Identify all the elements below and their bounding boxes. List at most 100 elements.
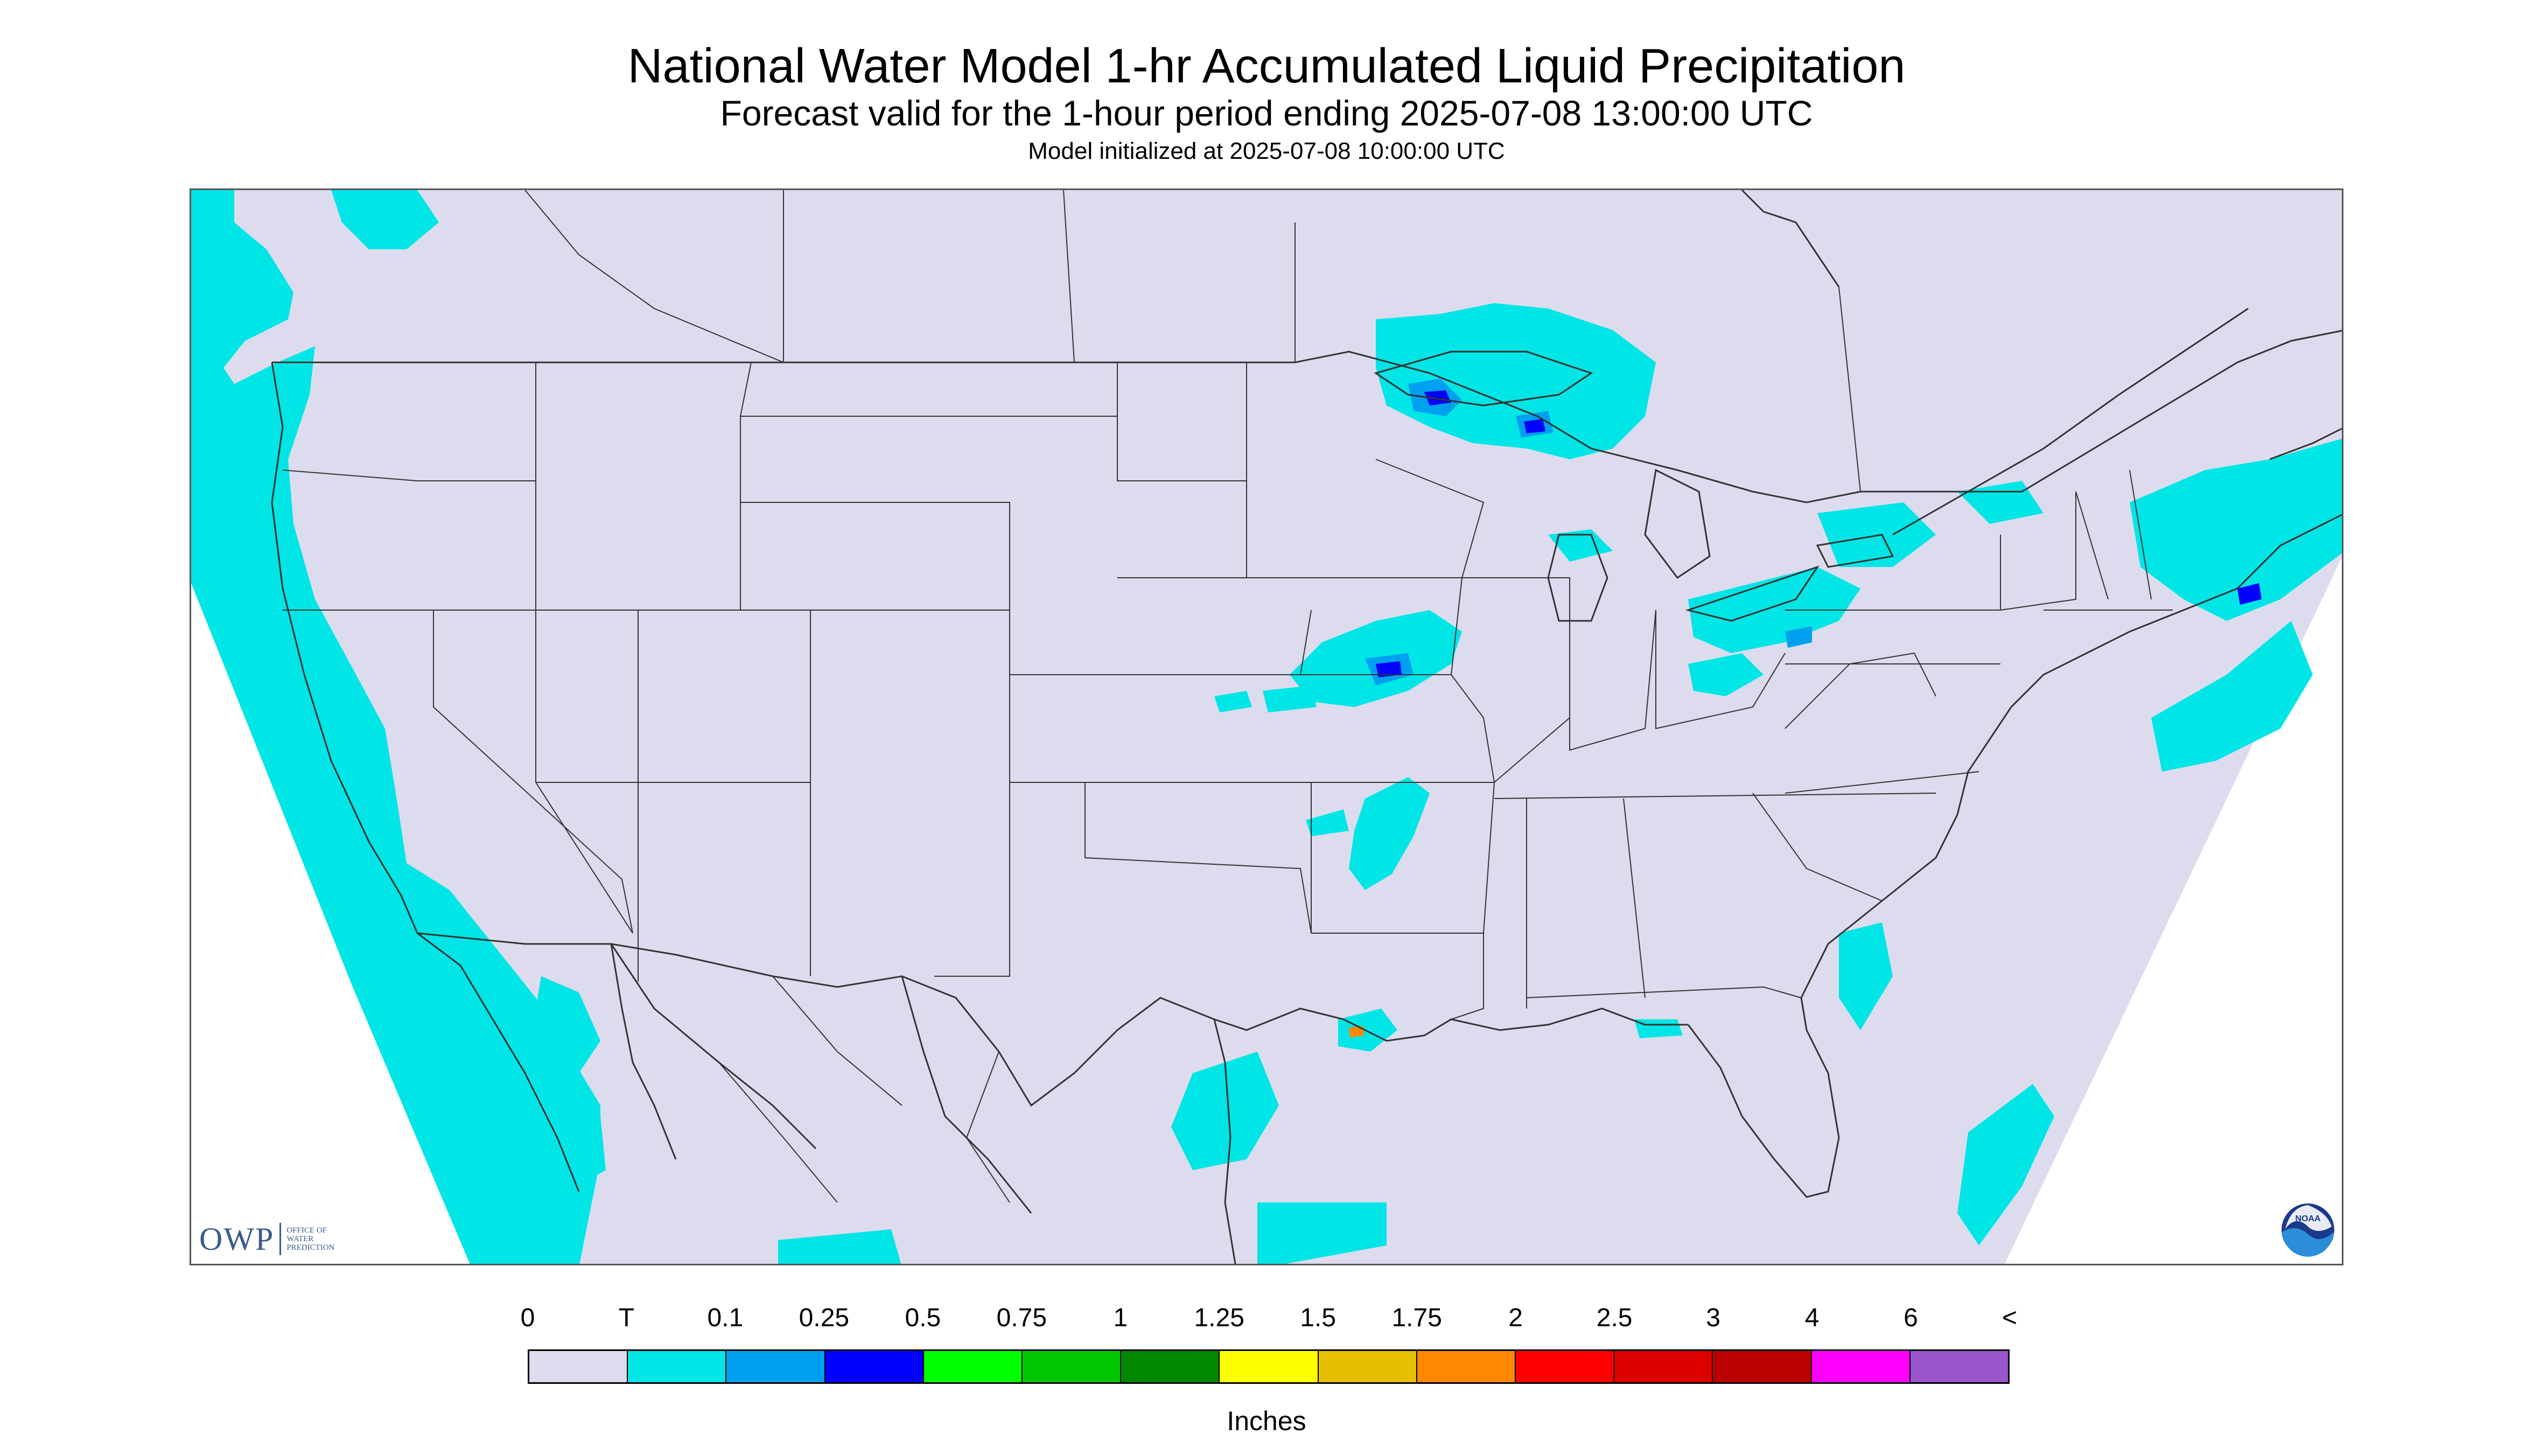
hudson-bay-coast bbox=[1741, 190, 1840, 288]
precip-area-new-england bbox=[2130, 438, 2342, 621]
precip-area-ohio bbox=[1688, 653, 1764, 696]
lake-huron bbox=[1644, 468, 1711, 579]
legend-swatch bbox=[1417, 1351, 1516, 1382]
legend-tick-label: 1.75 bbox=[1391, 1304, 1442, 1332]
legend-tick-label: 0 bbox=[520, 1304, 535, 1332]
va-wv-border bbox=[1785, 652, 1936, 729]
legend-tick-label: < bbox=[2002, 1304, 2018, 1332]
precip-area-pacific bbox=[191, 190, 600, 1264]
owp-sub-line-1: OFFICE OF bbox=[286, 1226, 327, 1235]
legend-tick-label: 1 bbox=[1113, 1304, 1128, 1332]
precip-area-ozarks bbox=[1306, 809, 1349, 836]
canada-province-2 bbox=[1063, 190, 1075, 363]
mexico-state-2 bbox=[965, 1051, 1010, 1203]
atlantic-coastline bbox=[1800, 514, 2342, 998]
legend-swatch bbox=[529, 1351, 628, 1382]
legend-swatch bbox=[1713, 1351, 1812, 1382]
legend-colorbar bbox=[528, 1349, 2010, 1384]
ga-sc-border bbox=[1752, 793, 1883, 901]
mexico-state-1 bbox=[772, 976, 902, 1106]
precip-area-superior-core2 bbox=[1424, 390, 1451, 405]
noaa-logo: NOAA bbox=[2280, 1202, 2335, 1257]
legend-tick-label: 0.5 bbox=[905, 1304, 941, 1332]
legend-tick-label: 2.5 bbox=[1596, 1304, 1633, 1332]
fl-border bbox=[1526, 986, 1802, 998]
precip-area-ontario bbox=[1817, 502, 1936, 567]
nm-tx-border bbox=[934, 782, 1010, 977]
legend-swatch bbox=[1023, 1351, 1122, 1382]
noaa-logo-text: NOAA bbox=[2295, 1214, 2321, 1223]
precip-areas bbox=[191, 190, 2342, 1264]
model-domain bbox=[191, 190, 2342, 1264]
forecast-valid-subtitle: Forecast valid for the 1-hour period end… bbox=[720, 93, 1813, 133]
il-in-border bbox=[1569, 578, 1656, 751]
precip-area-texas-coast bbox=[1171, 1052, 1279, 1170]
legend-swatch bbox=[726, 1351, 825, 1382]
state-boundaries bbox=[282, 190, 2173, 1203]
owp-logo: OWP OFFICE OF WATER PREDICTION bbox=[199, 1220, 346, 1258]
owp-sub-line-3: PREDICTION bbox=[286, 1243, 335, 1252]
legend-tick-labels: 0 T 0.1 0.25 0.5 0.75 1 1.25 1.5 1.75 2 2.5 3 4 6 < bbox=[0, 1303, 2533, 1335]
precip-area-louisiana-core bbox=[1349, 1026, 1364, 1038]
precip-area-nebraska bbox=[1263, 685, 1317, 712]
mexico-gulf-coast bbox=[1213, 1019, 1236, 1264]
canada-province-4 bbox=[1838, 286, 1861, 492]
legend-swatch bbox=[1910, 1351, 2009, 1382]
precip-area-caribbean bbox=[1957, 1084, 2054, 1245]
lake-superior bbox=[1374, 351, 1593, 407]
al-ga-border bbox=[1623, 798, 1646, 998]
precip-area-mexico-south bbox=[778, 1229, 901, 1264]
legend-swatch bbox=[1121, 1351, 1220, 1382]
ok-tx-border bbox=[1084, 782, 1312, 934]
gulf-of-california bbox=[610, 943, 677, 1160]
precip-area-gulf bbox=[1257, 1202, 1387, 1264]
lake-erie bbox=[1685, 565, 1820, 622]
legend-tick-label: 3 bbox=[1706, 1304, 1720, 1332]
nc-va-border bbox=[1785, 771, 1979, 794]
legend-swatch bbox=[628, 1351, 727, 1382]
precip-area-florida-panhandle bbox=[1634, 1019, 1683, 1038]
wa-or-border bbox=[282, 470, 536, 481]
precip-area-michigan bbox=[1548, 529, 1613, 562]
precip-area-carolina-offshore bbox=[1839, 922, 1893, 1030]
precip-area-lake-erie bbox=[1688, 567, 1860, 653]
baja-coastline bbox=[417, 932, 580, 1192]
map-panel bbox=[190, 188, 2343, 1265]
legend-swatch bbox=[825, 1351, 924, 1382]
legend-tick-label: 4 bbox=[1804, 1304, 1820, 1332]
precip-area-atlantic bbox=[2151, 621, 2313, 772]
legend-swatch bbox=[1318, 1351, 1417, 1382]
legend-tick-label: 0.75 bbox=[996, 1304, 1047, 1332]
in-oh-border bbox=[1655, 610, 1786, 730]
precip-area-baja-2 bbox=[547, 1105, 606, 1192]
precipitation-map bbox=[191, 190, 2342, 1264]
owp-logo-separator bbox=[279, 1223, 282, 1255]
precip-area-iowa-core2 bbox=[1376, 661, 1402, 677]
owp-logo-subtext: OFFICE OF WATER PREDICTION bbox=[286, 1226, 346, 1252]
legend-swatch bbox=[1220, 1351, 1319, 1382]
legend-tick-label: 0.25 bbox=[799, 1304, 850, 1332]
model-init-line: Model initialized at 2025-07-08 10:00:00… bbox=[1028, 138, 1505, 164]
us-mexico-border bbox=[417, 932, 1215, 1107]
ny-vt-border bbox=[2000, 492, 2076, 611]
wy-co-border bbox=[740, 502, 1010, 611]
legend-swatch bbox=[1516, 1351, 1615, 1382]
precip-area-superior-east-core bbox=[1524, 419, 1545, 433]
legend-tick-label: 2 bbox=[1508, 1304, 1523, 1332]
precip-area-maine-core bbox=[2237, 583, 2262, 605]
precip-area-bc bbox=[331, 190, 439, 249]
mexico-state-3 bbox=[718, 1062, 838, 1203]
legend-units-label: Inches bbox=[1227, 1406, 1306, 1436]
precip-area-louisiana bbox=[1338, 1009, 1397, 1052]
precip-area-ohio-core bbox=[1785, 626, 1812, 648]
vt-nh-border bbox=[2075, 491, 2109, 600]
ca-nv-border bbox=[433, 610, 633, 934]
nova-scotia-coast bbox=[2269, 428, 2342, 460]
bc-ab-border bbox=[524, 190, 784, 363]
legend-tick-label: 6 bbox=[1904, 1304, 1918, 1332]
precip-area-iowa-west bbox=[1214, 691, 1252, 712]
legend-swatch bbox=[1614, 1351, 1713, 1382]
pacific-coastline bbox=[271, 362, 418, 934]
owp-logo-text: OWP bbox=[199, 1221, 275, 1257]
mexico-interior-border-2 bbox=[901, 976, 1032, 1214]
